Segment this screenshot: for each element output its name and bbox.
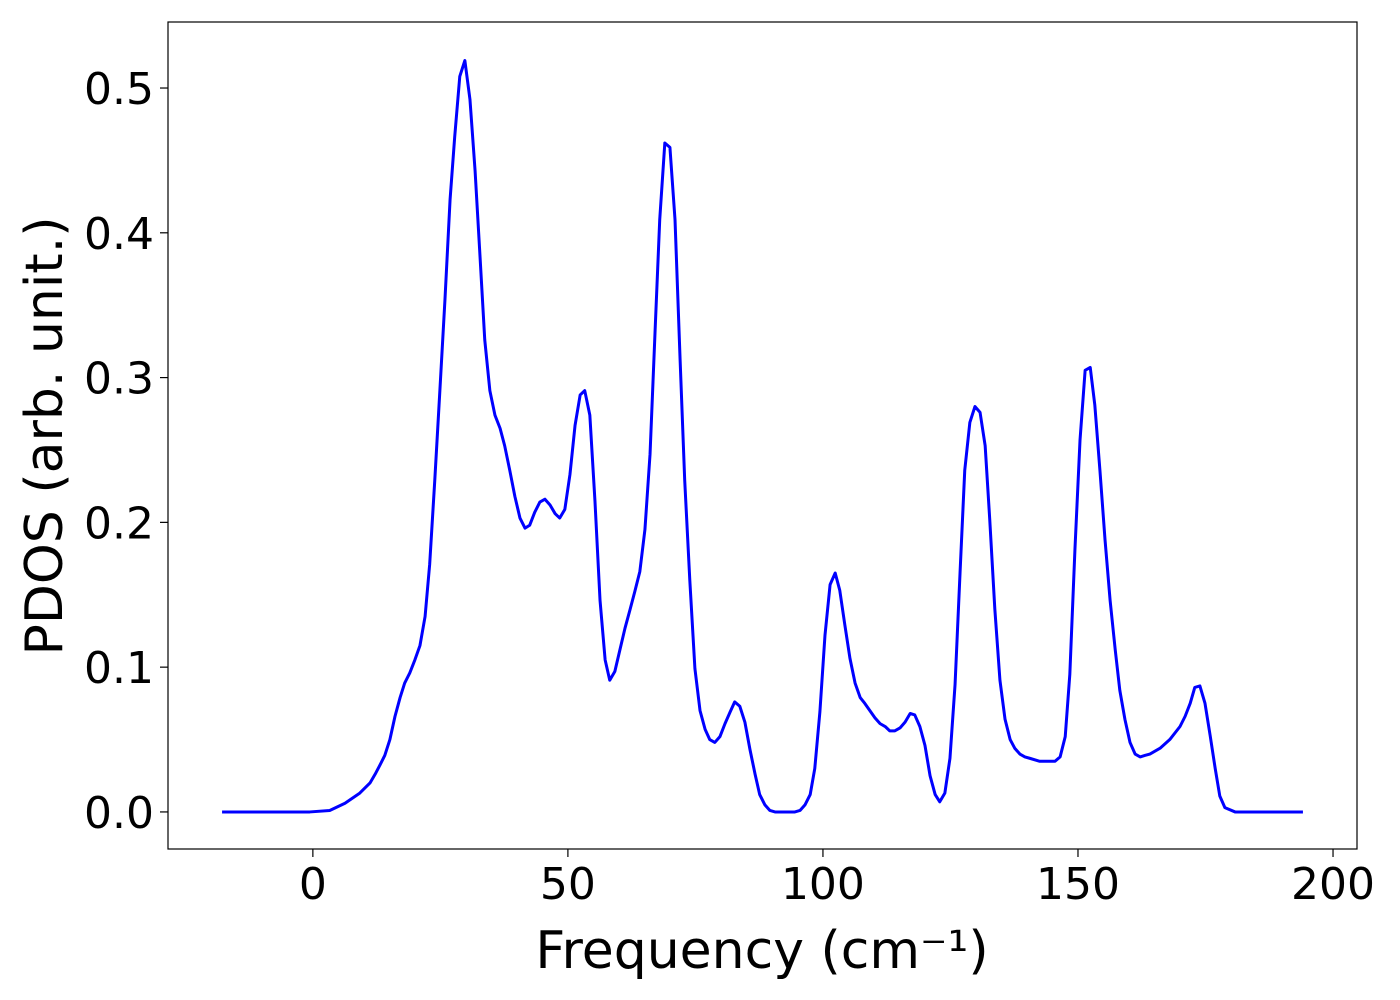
data-line — [222, 59, 1303, 814]
x-tick-label: 50 — [540, 859, 596, 910]
y-axis-label: PDOS (arb. unit.) — [15, 216, 75, 655]
y-tick-label: 0.3 — [84, 354, 154, 405]
y-tick-label: 0.1 — [84, 643, 154, 694]
y-tick-label: 0.0 — [84, 788, 154, 839]
y-tick-label: 0.4 — [84, 209, 154, 260]
y-tick-label: 0.2 — [84, 498, 154, 549]
x-tick-label: 200 — [1291, 859, 1375, 910]
x-tick-label: 0 — [299, 859, 327, 910]
plot-frame — [167, 21, 1358, 850]
y-tick-label: 0.5 — [84, 64, 154, 115]
x-tick-label: 100 — [781, 859, 865, 910]
x-tick-label: 150 — [1036, 859, 1120, 910]
x-axis-label: Frequency (cm⁻¹) — [535, 921, 988, 981]
